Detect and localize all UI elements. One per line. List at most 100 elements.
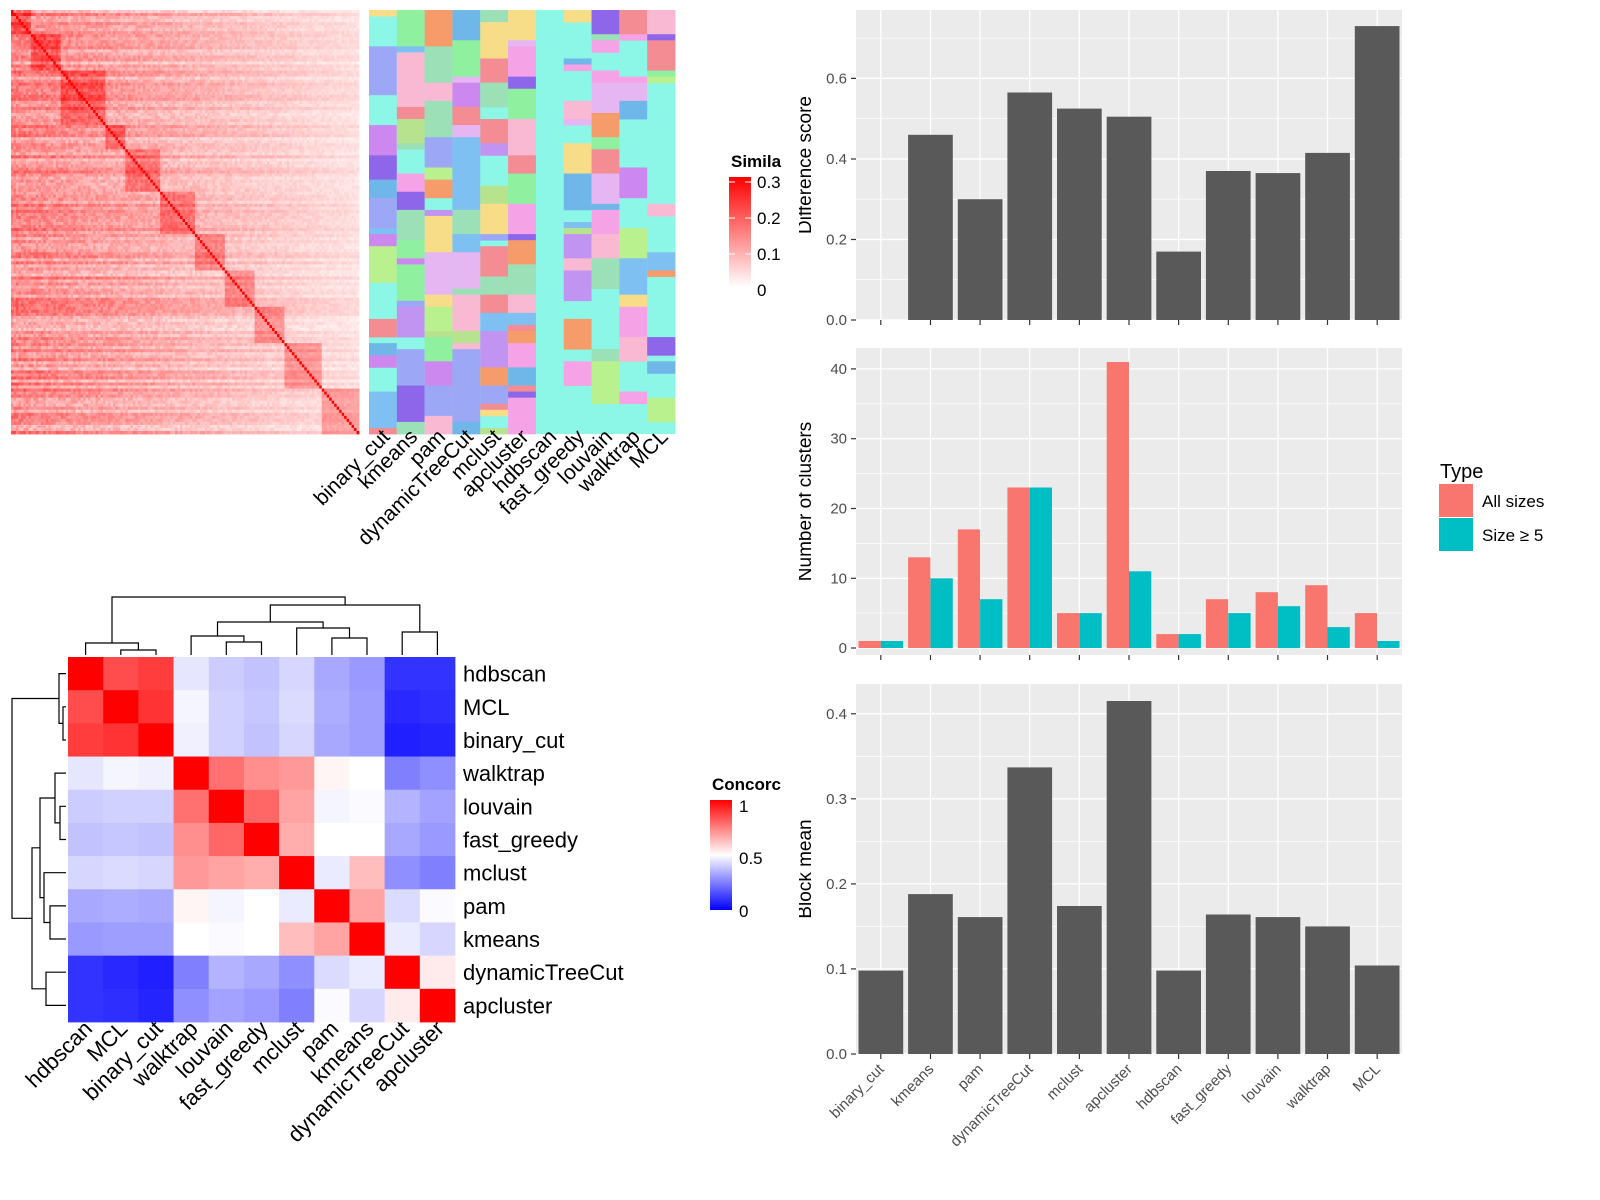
similarity-cell xyxy=(341,70,345,74)
similarity-cell xyxy=(346,58,350,62)
similarity-cell xyxy=(192,112,196,117)
similarity-cell xyxy=(326,19,330,23)
similarity-cell xyxy=(314,70,318,74)
similarity-cell xyxy=(199,55,203,59)
similarity-cell xyxy=(95,88,99,93)
similarity-cell xyxy=(157,67,161,71)
similarity-cell xyxy=(145,109,149,114)
similarity-cell xyxy=(110,28,114,32)
similarity-cell xyxy=(20,82,24,87)
similarity-cell xyxy=(324,58,328,62)
similarity-cell xyxy=(217,31,221,35)
similarity-cell xyxy=(95,100,99,105)
similarity-cell xyxy=(309,49,313,53)
similarity-cell xyxy=(95,31,99,35)
similarity-cell xyxy=(43,116,47,120)
similarity-cell xyxy=(78,43,81,47)
similarity-cell xyxy=(309,103,313,108)
similarity-cell xyxy=(112,40,116,44)
similarity-cell xyxy=(349,43,352,47)
similarity-cell xyxy=(346,112,350,117)
similarity-cell xyxy=(192,106,196,111)
similarity-cell xyxy=(254,94,258,99)
similarity-cell xyxy=(98,13,101,17)
similarity-cell xyxy=(301,22,305,26)
similarity-cell xyxy=(25,16,29,20)
similarity-cell xyxy=(40,43,44,47)
similarity-cell xyxy=(222,97,226,102)
similarity-cell xyxy=(145,31,149,35)
similarity-cell xyxy=(234,55,238,59)
similarity-cell xyxy=(264,10,268,14)
similarity-cell xyxy=(276,82,280,87)
similarity-cell xyxy=(150,97,154,102)
similarity-cell xyxy=(257,61,260,65)
similarity-cell xyxy=(18,97,22,102)
similarity-cell xyxy=(137,85,141,90)
similarity-cell xyxy=(18,52,22,56)
similarity-cell xyxy=(145,76,149,81)
similarity-cell xyxy=(120,91,124,96)
similarity-cell xyxy=(254,106,258,111)
similarity-cell xyxy=(170,13,173,17)
similarity-cell xyxy=(180,22,183,26)
similarity-cell xyxy=(334,16,338,20)
similarity-cell xyxy=(120,79,124,84)
similarity-cell xyxy=(329,94,333,99)
similarity-cell xyxy=(217,34,221,38)
similarity-cell xyxy=(227,22,231,26)
similarity-cell xyxy=(267,49,270,53)
similarity-cell xyxy=(30,52,34,56)
similarity-cell xyxy=(155,31,159,35)
similarity-cell xyxy=(132,40,136,44)
similarity-cell xyxy=(155,73,159,78)
similarity-cell xyxy=(23,91,27,96)
similarity-cell xyxy=(98,34,101,38)
similarity-cell xyxy=(135,58,139,62)
similarity-cell xyxy=(25,116,29,120)
similarity-cell xyxy=(194,28,198,32)
similarity-cell xyxy=(78,13,81,17)
similarity-cell xyxy=(334,31,338,35)
similarity-cell xyxy=(18,85,22,90)
similarity-cell xyxy=(189,31,193,35)
similarity-cell xyxy=(98,28,101,32)
similarity-cell xyxy=(75,70,79,74)
similarity-cell xyxy=(279,52,283,56)
similarity-cell xyxy=(127,34,131,38)
similarity-cell xyxy=(35,55,39,59)
similarity-cell xyxy=(15,67,19,71)
similarity-cell xyxy=(117,55,121,59)
similarity-cell xyxy=(165,40,168,44)
similarity-cell xyxy=(254,76,258,81)
similarity-cell xyxy=(247,91,251,96)
similarity-cell xyxy=(289,73,293,78)
similarity-cell xyxy=(160,43,164,47)
similarity-cell xyxy=(264,25,268,29)
similarity-cell xyxy=(105,25,109,29)
similarity-cell xyxy=(38,58,42,62)
similarity-cell xyxy=(202,13,206,17)
similarity-cell xyxy=(257,94,260,99)
similarity-cell xyxy=(180,73,183,78)
similarity-cell xyxy=(234,31,238,35)
similarity-cell xyxy=(314,97,318,102)
similarity-cell xyxy=(314,94,318,99)
similarity-cell xyxy=(214,91,218,96)
similarity-cell xyxy=(172,25,176,29)
similarity-cell xyxy=(107,46,111,50)
similarity-cell xyxy=(68,85,72,90)
similarity-cell xyxy=(33,70,37,74)
similarity-cell xyxy=(80,25,84,29)
similarity-cell xyxy=(98,85,101,90)
similarity-cell xyxy=(356,76,360,81)
similarity-cell xyxy=(53,10,57,14)
similarity-cell xyxy=(301,70,305,74)
similarity-cell xyxy=(294,40,298,44)
similarity-cell xyxy=(301,16,305,20)
similarity-cell xyxy=(299,22,303,26)
similarity-cell xyxy=(232,116,236,120)
similarity-cell xyxy=(267,67,270,71)
similarity-cell xyxy=(349,85,352,90)
similarity-cell xyxy=(299,43,303,47)
